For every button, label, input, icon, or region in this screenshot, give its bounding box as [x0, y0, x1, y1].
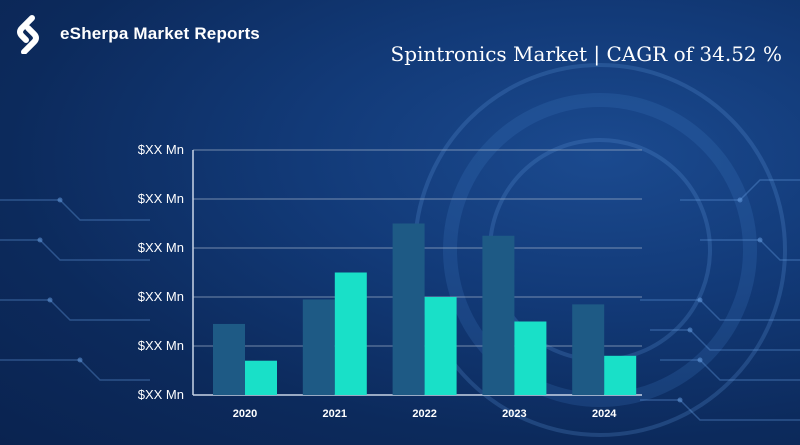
x-tick-label: 2024 [592, 408, 617, 420]
bar-2021-series-1 [302, 299, 335, 395]
x-tick-label: 2023 [502, 408, 526, 420]
bar-2020-series-2 [245, 360, 277, 395]
esherpa-logo-icon [17, 15, 39, 54]
bar-2020-series-1 [213, 323, 245, 395]
bar-2023-series-2 [514, 321, 547, 395]
x-tick-label: 2020 [233, 408, 257, 420]
x-tick-label: 2022 [412, 408, 436, 420]
bar-2024-series-1 [572, 304, 605, 395]
y-tick-label: $XX Mn [138, 191, 184, 206]
y-tick-label: $XX Mn [138, 142, 184, 157]
y-tick-label: $XX Mn [138, 387, 184, 402]
x-tick-label: 2021 [323, 408, 347, 420]
y-tick-label: $XX Mn [138, 338, 184, 353]
bar-2022-series-1 [392, 223, 425, 395]
brand-logo[interactable]: eSherpa Market Reports [10, 14, 260, 54]
bar-2021-series-2 [334, 272, 367, 395]
bar-2024-series-2 [604, 355, 637, 395]
page-title: Spintronics Market | CAGR of 34.52 % [390, 42, 782, 66]
y-tick-label: $XX Mn [138, 289, 184, 304]
y-tick-label: $XX Mn [138, 240, 184, 255]
bar-2023-series-1 [482, 235, 515, 395]
brand-name: eSherpa Market Reports [60, 24, 260, 43]
bar-2022-series-2 [424, 297, 457, 395]
